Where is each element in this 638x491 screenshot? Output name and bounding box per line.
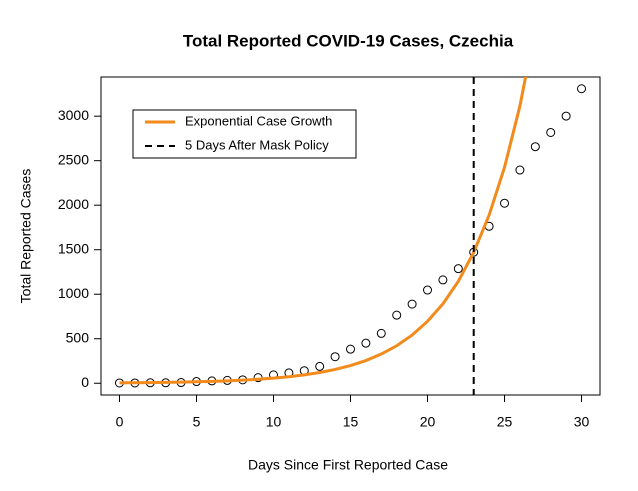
data-point [515, 165, 525, 175]
x-tick-label: 0 [116, 414, 124, 430]
x-tick-label: 30 [574, 414, 590, 430]
legend-label: Exponential Case Growth [185, 113, 332, 128]
data-point [453, 264, 463, 274]
legend-box [132, 109, 357, 159]
data-point [423, 285, 433, 295]
x-tick-label: 25 [497, 414, 513, 430]
data-point [346, 344, 355, 354]
data-point [546, 127, 556, 137]
growth-curve [119, 77, 528, 385]
data-point [361, 338, 371, 348]
data-point [376, 328, 386, 338]
data-point [438, 275, 448, 285]
y-tick-label: 1500 [58, 240, 89, 256]
x-tick-label: 5 [193, 414, 201, 430]
x-tick-label: 20 [420, 414, 436, 430]
y-tick-label: 2500 [58, 151, 89, 167]
x-tick-label: 15 [343, 414, 359, 430]
x-tick-label: 10 [266, 414, 282, 430]
data-point [330, 352, 340, 362]
data-point [392, 310, 402, 320]
y-axis-label: Total Reported Cases [18, 169, 34, 304]
y-tick-label: 1000 [58, 285, 89, 301]
x-axis-label: Days Since First Reported Case [248, 457, 448, 473]
data-point [561, 111, 571, 121]
chart-title: Total Reported COVID-19 Cases, Czechia [183, 31, 514, 50]
y-tick-label: 3000 [58, 107, 89, 123]
data-point [530, 142, 540, 152]
y-tick-label: 2000 [58, 196, 89, 212]
data-point [577, 84, 587, 94]
y-tick-label: 500 [66, 329, 90, 345]
y-tick-label: 0 [81, 374, 89, 390]
data-point [315, 361, 325, 371]
data-point [500, 198, 510, 208]
legend-label: 5 Days After Mask Policy [185, 137, 329, 152]
data-point [407, 299, 417, 309]
plot-area [114, 77, 587, 395]
